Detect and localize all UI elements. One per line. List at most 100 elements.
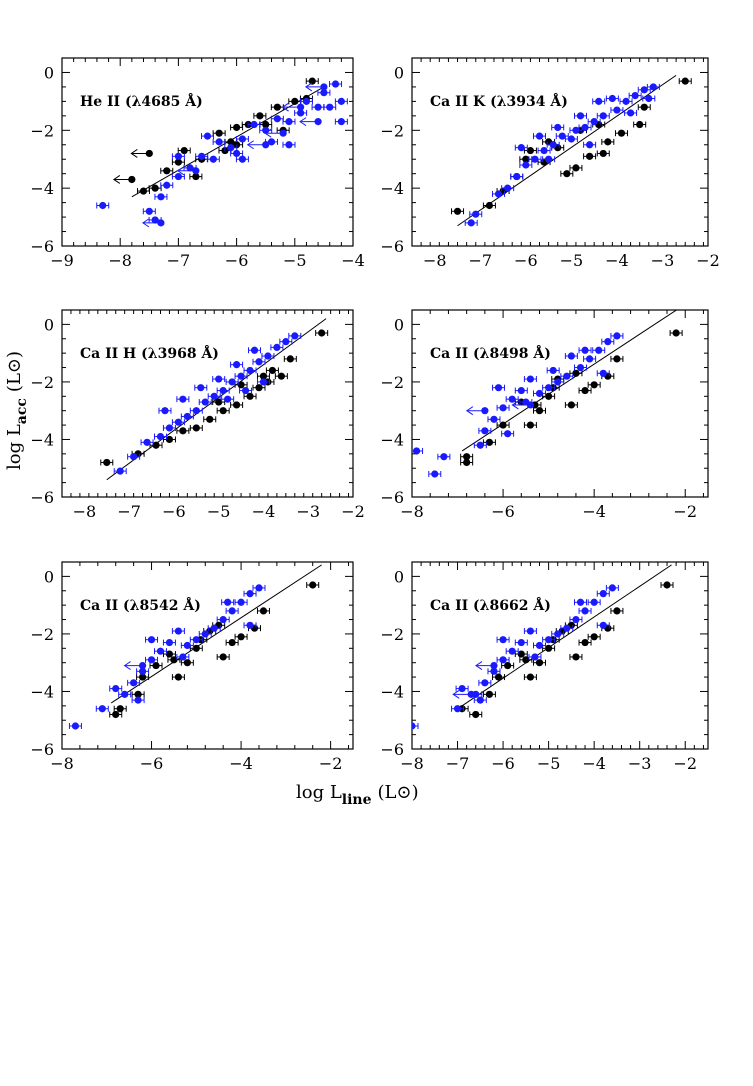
y-tick-label: 0: [44, 63, 54, 82]
blue-data-point: [215, 375, 223, 383]
blue-data-point: [147, 656, 156, 664]
blue-data-point: [163, 181, 171, 189]
blue-data-point: [563, 372, 571, 380]
x-tick-label: −4: [582, 502, 606, 521]
x-tick-label: −6: [162, 502, 186, 521]
black-data-point: [535, 407, 544, 415]
x-tick-label: −7: [117, 502, 141, 521]
blue-data-point: [590, 118, 598, 126]
blue-data-point: [595, 346, 603, 354]
blue-upper-limit-arrowhead: [176, 166, 185, 176]
blue-data-point: [197, 384, 205, 392]
x-axis-label-main: log L: [296, 782, 342, 803]
blue-data-point: [440, 453, 448, 461]
x-tick-label: −8: [108, 251, 132, 270]
blue-data-point: [476, 441, 484, 449]
y-tick-label: 0: [44, 567, 54, 586]
black-data-point: [572, 369, 580, 377]
blue-data-point: [273, 115, 281, 123]
y-axis-label-main: log L: [4, 424, 25, 470]
black-data-point: [215, 398, 223, 406]
y-tick-label: 0: [394, 63, 404, 82]
black-upper-limit-point: [128, 175, 136, 184]
x-tick-label: −6: [514, 251, 538, 270]
y-tick-label: −2: [380, 373, 404, 392]
plot-frame: [411, 309, 709, 498]
black-data-point: [237, 381, 245, 389]
blue-data-point: [264, 352, 272, 360]
black-data-point: [472, 710, 480, 719]
blue-data-point: [599, 621, 607, 629]
black-data-point: [180, 146, 188, 155]
blue-data-point: [586, 355, 594, 363]
y-tick-label: −6: [30, 237, 54, 256]
blue-data-point: [467, 219, 475, 227]
blue-data-point: [412, 447, 421, 455]
blue-data-point: [412, 722, 416, 730]
blue-data-point: [174, 627, 182, 635]
blue-data-point: [255, 358, 263, 366]
blue-data-point: [613, 106, 621, 114]
blue-data-point: [504, 430, 512, 438]
blue-data-point: [151, 216, 159, 224]
black-data-point: [219, 407, 227, 415]
fit-line: [110, 564, 322, 704]
x-tick-label: −4: [341, 251, 365, 270]
blue-data-point: [198, 152, 206, 160]
x-tick-label: −6: [225, 251, 249, 270]
x-tick-label: −3: [651, 251, 675, 270]
black-data-point: [572, 164, 580, 172]
blue-data-point: [490, 667, 498, 675]
black-data-point: [526, 421, 535, 429]
x-tick-label: −5: [537, 754, 561, 773]
blue-data-point: [517, 638, 525, 647]
panel-title: Ca II K (λ3934 Å): [430, 92, 568, 110]
blue-data-point: [576, 598, 585, 606]
black-data-point: [485, 690, 494, 698]
black-data-point: [563, 170, 571, 178]
black-data-point: [152, 441, 160, 449]
x-tick-label: −3: [296, 502, 320, 521]
blue-data-point: [183, 412, 191, 421]
blue-upper-limit-point: [279, 129, 287, 137]
blue-data-point: [285, 141, 293, 149]
black-data-point: [112, 710, 120, 719]
panel-title: Ca II (λ8542 Å): [80, 596, 201, 614]
blue-data-point: [608, 584, 616, 592]
y-tick-label: −6: [380, 488, 404, 507]
blue-data-point: [314, 103, 322, 111]
blue-data-point: [285, 118, 293, 126]
black-data-point: [590, 633, 598, 641]
black-data-point: [103, 458, 111, 467]
blue-data-point: [237, 372, 245, 380]
blue-data-point: [228, 607, 236, 615]
blue-data-point: [143, 438, 151, 446]
black-data-point: [640, 103, 648, 111]
blue-data-point: [535, 641, 544, 650]
black-data-point: [134, 690, 142, 698]
blue-data-point: [267, 138, 276, 146]
blue-data-point: [472, 210, 480, 218]
blue-upper-limit-point: [320, 83, 328, 91]
plot-frame: [411, 561, 709, 750]
y-tick-label: −4: [30, 179, 54, 198]
blue-data-point: [595, 97, 603, 105]
plot-frame: [61, 561, 354, 750]
black-data-point: [463, 453, 471, 461]
blue-data-point: [453, 705, 462, 713]
fit-line: [106, 318, 327, 481]
blue-data-point: [227, 144, 235, 152]
blue-data-point: [219, 386, 227, 395]
y-tick-label: 0: [44, 315, 54, 334]
blue-data-point: [297, 109, 305, 117]
blue-data-point: [499, 636, 507, 644]
blue-data-point: [147, 636, 156, 644]
blue-data-point: [504, 184, 512, 192]
black-data-point: [262, 120, 270, 129]
x-axis-label-sub: line: [342, 792, 372, 808]
panel-3: −8 −7 −6 −5 −4 −3 −2 −6 −4 −2 0 Ca II H (λ3968 Å): [30, 309, 365, 521]
blue-data-point: [599, 590, 607, 598]
blue-upper-limit-point: [526, 401, 535, 409]
blue-data-point: [599, 112, 607, 120]
